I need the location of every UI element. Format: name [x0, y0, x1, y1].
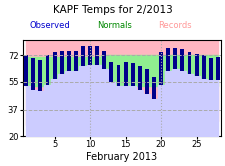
Bar	[81, 46, 85, 66]
Bar	[38, 60, 42, 91]
Bar	[208, 58, 212, 80]
Text: Normals: Normals	[97, 21, 131, 30]
Bar	[31, 58, 35, 89]
Bar	[201, 55, 205, 79]
Bar	[109, 62, 113, 82]
Bar	[67, 51, 70, 71]
Text: KAPF Temps for 2/2013: KAPF Temps for 2/2013	[53, 5, 172, 15]
Bar	[215, 57, 219, 80]
Bar	[166, 48, 169, 71]
Bar	[187, 52, 191, 74]
Bar	[137, 66, 141, 89]
Bar	[74, 51, 77, 71]
Bar	[59, 51, 63, 74]
Bar	[116, 65, 120, 86]
Bar	[123, 62, 127, 86]
Bar	[88, 46, 92, 65]
Bar	[130, 63, 134, 86]
Bar	[151, 77, 155, 99]
Bar	[144, 69, 148, 94]
X-axis label: February 2013: February 2013	[86, 152, 157, 162]
Bar	[173, 48, 176, 69]
Bar	[24, 55, 28, 86]
Bar	[95, 46, 99, 65]
Text: Records: Records	[158, 21, 191, 30]
Bar	[158, 52, 162, 85]
Bar	[45, 55, 49, 85]
Text: Observed: Observed	[29, 21, 70, 30]
Bar	[102, 51, 106, 69]
Bar	[194, 54, 198, 76]
Bar	[180, 49, 184, 71]
Bar	[52, 52, 56, 79]
